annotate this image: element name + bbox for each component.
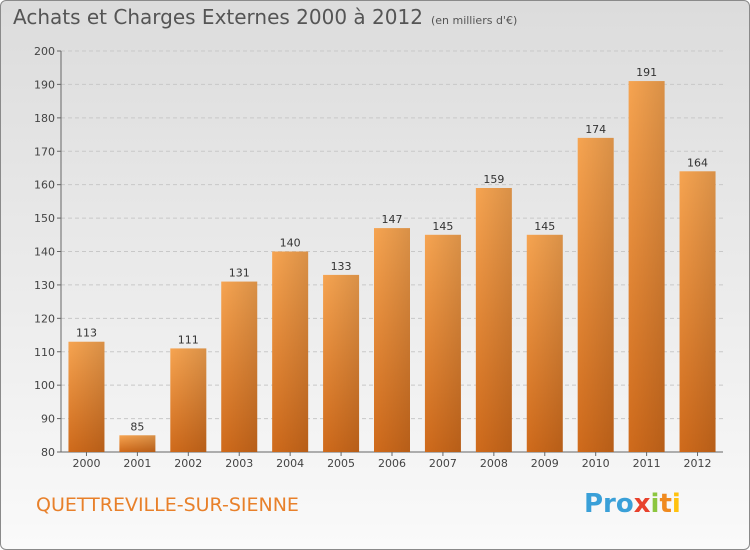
y-tick-label: 200: [34, 45, 55, 58]
data-label: 159: [483, 173, 504, 186]
bar-shade: [424, 234, 461, 452]
bar-shade: [68, 341, 105, 452]
x-tick-label: 2011: [633, 457, 661, 470]
y-tick-label: 130: [34, 279, 55, 292]
bar-shade: [119, 435, 156, 452]
y-tick-label: 120: [34, 312, 55, 325]
bar-shade: [475, 188, 512, 452]
x-tick-label: 2000: [72, 457, 100, 470]
y-tick-label: 190: [34, 78, 55, 91]
chart-title-text: Achats et Charges Externes 2000 à 2012: [13, 5, 423, 29]
logo-letters-3: i: [650, 489, 660, 519]
y-tick-label: 150: [34, 212, 55, 225]
x-tick-label: 2012: [684, 457, 712, 470]
y-tick-label: 180: [34, 112, 55, 125]
logo-letters-4: t: [659, 489, 672, 519]
bar-shade: [679, 171, 716, 453]
chart-unit: (en milliers d'€): [430, 14, 518, 27]
y-tick-label: 160: [34, 179, 55, 192]
data-label: 145: [432, 220, 453, 233]
data-label: 85: [130, 420, 144, 433]
data-label: 140: [280, 237, 301, 250]
x-tick-label: 2008: [480, 457, 508, 470]
y-tick-label: 110: [34, 346, 55, 359]
data-label: 131: [229, 267, 250, 280]
y-tick-label: 90: [41, 413, 55, 426]
x-tick-label: 2005: [327, 457, 355, 470]
bar-shade: [221, 281, 258, 452]
data-label: 191: [636, 66, 657, 79]
bar-shade: [272, 251, 309, 452]
bar-shade: [628, 81, 665, 452]
proxiti-logo: Proxiti: [584, 489, 681, 519]
bar-shade: [323, 274, 360, 452]
data-label: 133: [331, 260, 352, 273]
y-tick-label: 80: [41, 446, 55, 459]
x-tick-label: 2009: [531, 457, 559, 470]
data-label: 113: [76, 327, 97, 340]
data-label: 145: [534, 220, 555, 233]
logo-letters-2: x: [633, 489, 651, 519]
x-tick-label: 2010: [582, 457, 610, 470]
data-label: 164: [687, 156, 708, 169]
x-tick-label: 2003: [225, 457, 253, 470]
data-label: 174: [585, 123, 606, 136]
x-tick-label: 2002: [174, 457, 202, 470]
y-tick-label: 170: [34, 145, 55, 158]
bar-shade: [577, 137, 614, 452]
chart-title: Achats et Charges Externes 2000 à 2012 (e…: [13, 5, 517, 29]
data-label: 147: [382, 213, 403, 226]
y-tick-label: 100: [34, 379, 55, 392]
logo-letters-1: Pro: [584, 489, 634, 519]
x-tick-label: 2007: [429, 457, 457, 470]
bar-shade: [374, 228, 410, 452]
x-tick-label: 2006: [378, 457, 406, 470]
data-label: 111: [178, 333, 199, 346]
commune-name: QUETTREVILLE-SUR-SIENNE: [36, 494, 299, 516]
logo-letters-5: i: [671, 489, 681, 519]
bar-shade: [526, 234, 563, 452]
y-tick-label: 140: [34, 246, 55, 259]
bar-shade: [170, 348, 207, 452]
x-tick-label: 2004: [276, 457, 304, 470]
x-tick-label: 2001: [123, 457, 151, 470]
